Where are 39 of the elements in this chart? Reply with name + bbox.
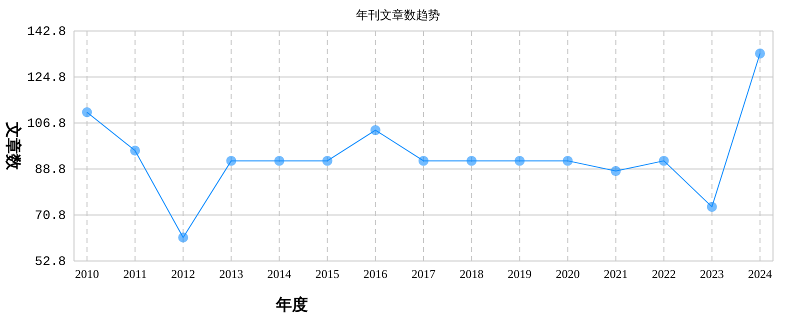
- point: [610, 166, 621, 176]
- x-tick-label: 2020: [556, 267, 580, 281]
- x-tick-label: 2014: [267, 267, 292, 281]
- chart-title: 年刊文章数趋势: [356, 8, 440, 22]
- point: [274, 156, 284, 166]
- point: [658, 156, 669, 166]
- x-tick-label: 2023: [700, 267, 724, 281]
- y-axis-title: 文章数: [4, 121, 22, 171]
- x-tick-label: 2010: [75, 267, 99, 281]
- y-tick-label: 106.8: [26, 116, 66, 131]
- y-tick-label: 70.8: [34, 208, 66, 223]
- y-tick-label: 142.8: [26, 24, 66, 39]
- point: [226, 156, 236, 166]
- x-tick-label: 2011: [123, 267, 147, 281]
- x-tick-label: 2021: [604, 267, 628, 281]
- x-tick-label: 2012: [171, 267, 196, 281]
- point: [82, 107, 92, 118]
- y-tick-label: 52.8: [34, 254, 66, 269]
- point: [514, 156, 525, 166]
- point: [466, 156, 477, 166]
- point: [418, 156, 428, 166]
- point: [706, 202, 717, 212]
- point: [322, 156, 332, 166]
- x-tick-label: 2015: [315, 267, 340, 281]
- x-tick-label: 2017: [412, 267, 436, 281]
- point: [370, 125, 380, 136]
- y-tick-label: 124.8: [26, 70, 66, 85]
- point: [562, 156, 573, 166]
- x-tick-label: 2024: [748, 267, 772, 281]
- y-tick-label: 88.8: [34, 162, 66, 177]
- point: [178, 232, 188, 242]
- point: [130, 146, 140, 156]
- x-tick-label: 2018: [460, 267, 484, 281]
- x-tick-label: 2019: [508, 267, 532, 281]
- point: [755, 48, 765, 58]
- x-axis-title: 年度: [275, 295, 308, 314]
- x-tick-label: 2016: [363, 267, 388, 281]
- x-tick-label: 2013: [219, 267, 244, 281]
- x-tick-label: 2022: [652, 267, 676, 281]
